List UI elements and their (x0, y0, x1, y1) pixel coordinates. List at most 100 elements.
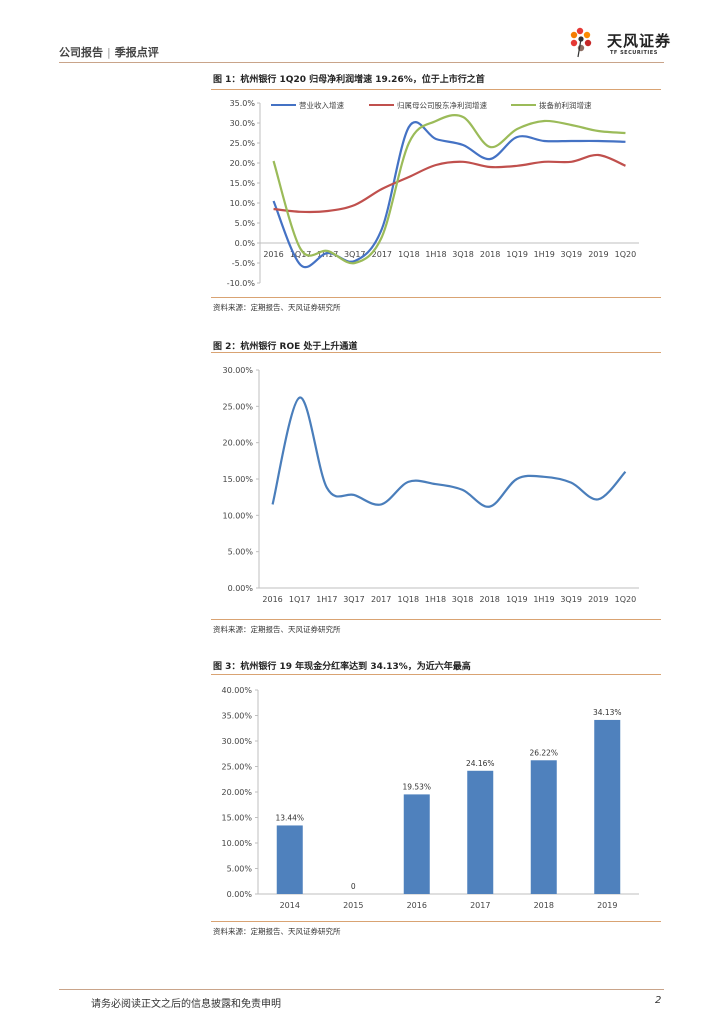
x-tick-label: 2019 (588, 595, 608, 604)
y-tick-label: 20.0% (230, 159, 256, 168)
y-tick-label: 10.0% (230, 199, 256, 208)
figure-3-bottom-rule (211, 921, 661, 922)
bar (467, 770, 494, 894)
data-label: 24.16% (466, 759, 495, 768)
footer-disclaimer: 请务必阅读正文之后的信息披露和免责申明 (91, 999, 281, 1010)
y-tick-label: 40.00% (221, 686, 252, 695)
figure-2-title: 图 2：杭州银行 ROE 处于上升通道 (213, 342, 358, 352)
y-tick-label: -5.0% (232, 259, 256, 268)
figure-3-top-rule (211, 674, 661, 675)
figure-1-source: 资料来源：定期报告、天风证券研究所 (213, 303, 341, 312)
y-tick-label: 5.0% (235, 219, 256, 228)
bar (403, 794, 430, 894)
y-tick-label: 15.0% (230, 179, 256, 188)
y-tick-label: 30.00% (222, 366, 253, 375)
chart-1-line: 35.0% 30.0% 25.0% 20.0% 15.0% 10.0% 5.0% 0.0% -5… (227, 99, 639, 288)
x-tick-label: 1H19 (534, 250, 555, 259)
y-tick-label: -10.0% (227, 279, 256, 288)
x-tick-label: 2015 (343, 901, 363, 910)
report-subcategory: 季报点评 (114, 46, 159, 59)
figure-2-bottom-rule (211, 619, 661, 620)
x-tick-label: 3Q19 (560, 595, 582, 604)
x-tick-label: 1Q17 (289, 595, 311, 604)
x-tick-label: 2018 (534, 901, 554, 910)
y-tick-label: 10.00% (221, 839, 252, 848)
header-divider (59, 62, 664, 63)
data-label: 13.44% (275, 813, 304, 822)
y-tick-label: 25.00% (222, 402, 253, 411)
y-tick-label: 20.00% (221, 788, 252, 797)
logo-subtitle: TF SECURITIES (610, 50, 658, 56)
x-tick-label: 1Q20 (615, 250, 637, 259)
page-number: 2 (655, 995, 662, 1006)
x-tick-label: 2017 (372, 250, 392, 259)
x-tick-label: 2018 (480, 250, 500, 259)
series-line-0 (272, 121, 626, 269)
x-tick-label: 1Q19 (506, 595, 528, 604)
x-tick-label: 3Q17 (343, 595, 365, 604)
y-tick-label: 0.00% (228, 584, 254, 593)
y-tick-label: 25.0% (230, 139, 256, 148)
figure-3-source: 资料来源：定期报告、天风证券研究所 (213, 927, 341, 936)
figure-3-title: 图 3：杭州银行 19 年现金分红率达到 34.13%，为近六年最高 (213, 662, 471, 672)
bar (530, 760, 557, 894)
figure-2-source: 资料来源：定期报告、天风证券研究所 (213, 625, 341, 634)
data-label: 34.13% (593, 708, 622, 717)
x-tick-label: 2017 (371, 595, 391, 604)
figure-2-top-rule (211, 352, 661, 353)
y-tick-label: 20.00% (222, 439, 253, 448)
x-tick-label: 3Q18 (452, 595, 474, 604)
chart-3-bar: 40.00% 35.00% 30.00% 25.00% 20.00% 15.00% 10.0… (221, 686, 639, 910)
figure-1-top-rule (211, 89, 661, 90)
y-tick-label: 10.00% (222, 511, 253, 520)
x-tick-label: 1H19 (533, 595, 554, 604)
figure-1-title: 图 1：杭州银行 1Q20 归母净利润增速 19.26%，位于上市行之首 (213, 75, 485, 85)
x-tick-label: 2018 (480, 595, 500, 604)
x-tick-label: 1H17 (316, 595, 337, 604)
bar (594, 719, 621, 894)
report-type: 公司报告 | 季报点评 (59, 44, 159, 60)
report-category: 公司报告 (59, 46, 103, 59)
x-tick-label: 3Q17 (344, 250, 366, 259)
series-line-1 (273, 153, 626, 214)
y-tick-label: 15.00% (221, 814, 252, 823)
x-tick-label: 1H17 (317, 250, 338, 259)
y-tick-label: 25.00% (221, 763, 252, 772)
company-logo (570, 27, 592, 58)
x-tick-label: 2016 (262, 595, 282, 604)
data-label: 0 (351, 882, 356, 891)
x-tick-label: 1Q18 (397, 595, 419, 604)
data-label: 19.53% (402, 782, 431, 791)
y-tick-label: 5.00% (228, 548, 254, 557)
y-tick-label: 15.00% (222, 475, 253, 484)
series-line-2 (272, 114, 626, 265)
x-tick-label: 1H18 (425, 595, 446, 604)
x-tick-label: 1Q18 (398, 250, 420, 259)
y-tick-label: 35.00% (221, 712, 252, 721)
x-tick-label: 2014 (280, 901, 300, 910)
chart-2-line: 30.00% 25.00% 20.00% 15.00% 10.00% 5.00% 0.00%… (222, 366, 639, 604)
header-separator: | (107, 46, 111, 59)
legend-label: 营业收入增速 (299, 100, 344, 110)
x-tick-label: 1Q17 (290, 250, 312, 259)
x-tick-label: 2016 (263, 250, 283, 259)
y-tick-label: 0.00% (227, 890, 253, 899)
x-tick-label: 2019 (597, 901, 617, 910)
y-tick-label: 5.00% (227, 865, 253, 874)
x-tick-label: 2019 (588, 250, 608, 259)
y-tick-label: 30.00% (221, 737, 252, 746)
data-label: 26.22% (529, 748, 558, 757)
x-tick-label: 2017 (470, 901, 490, 910)
y-tick-label: 30.0% (230, 119, 256, 128)
y-tick-label: 0.0% (235, 239, 256, 248)
x-tick-label: 1Q19 (506, 250, 528, 259)
y-tick-label: 35.0% (230, 99, 256, 108)
series-line-0 (271, 396, 627, 508)
x-tick-label: 1Q20 (615, 595, 637, 604)
footer-divider (59, 989, 664, 990)
logo-text: 天风证券 (607, 32, 672, 50)
bar (276, 825, 303, 894)
x-tick-label: 3Q18 (452, 250, 474, 259)
x-tick-label: 3Q19 (561, 250, 583, 259)
legend-label: 拨备前利润增速 (539, 100, 592, 110)
